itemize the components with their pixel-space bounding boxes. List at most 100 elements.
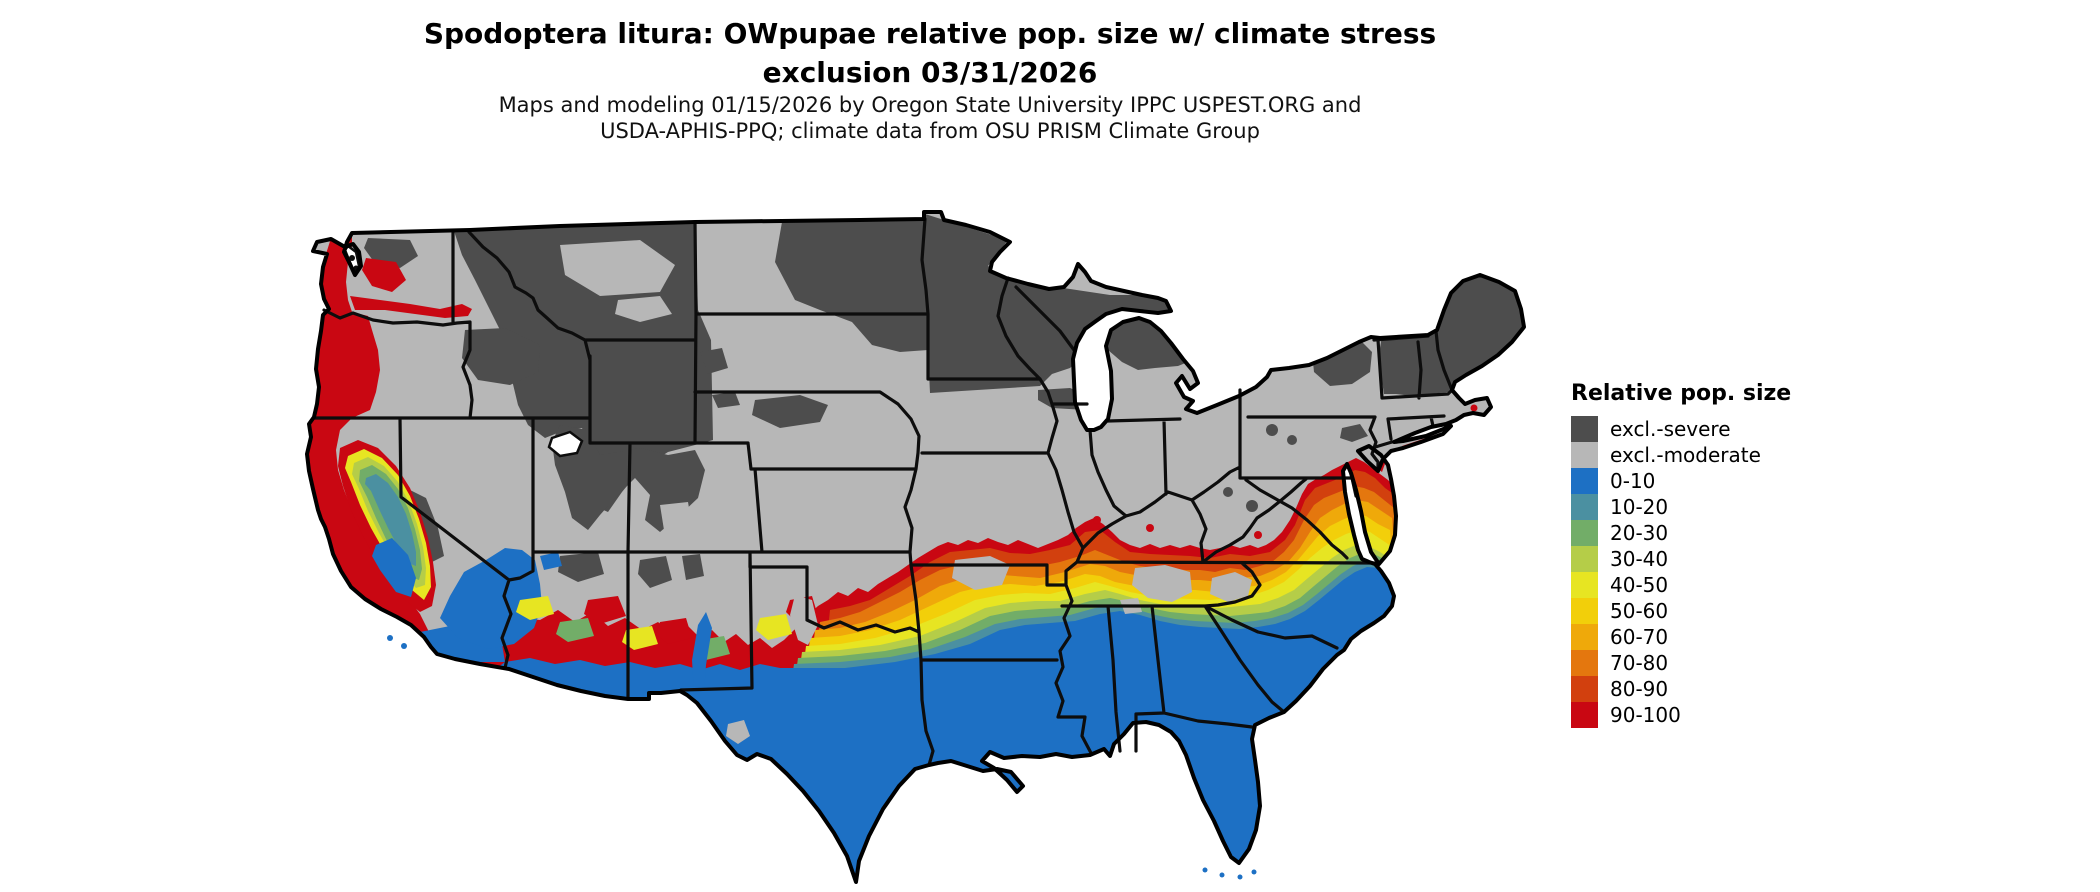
dot-red-s-illinois bbox=[1093, 516, 1101, 524]
legend-row-40-50: 40-50 bbox=[1571, 572, 1871, 598]
islands bbox=[387, 635, 1257, 880]
region-valley-blue bbox=[372, 538, 416, 597]
legend-row-10-20: 10-20 bbox=[1571, 494, 1871, 520]
legend-label: 40-50 bbox=[1610, 573, 1669, 597]
legend-swatch-icon bbox=[1571, 572, 1598, 598]
region-moderate-smokies bbox=[1210, 572, 1252, 602]
region-mottle-tx-y1 bbox=[756, 614, 792, 640]
region-mottle-nm-r1 bbox=[656, 618, 692, 644]
region-severe-blackhills bbox=[700, 348, 728, 374]
legend-swatch-icon bbox=[1571, 494, 1598, 520]
legend-label: 80-90 bbox=[1610, 677, 1669, 701]
region-moderate-mt-patch bbox=[560, 240, 675, 296]
region-severe-pa-dot2 bbox=[1287, 435, 1297, 445]
legend-row-30-40: 30-40 bbox=[1571, 546, 1871, 572]
legend-swatch-icon bbox=[1571, 650, 1598, 676]
legend-swatch-icon bbox=[1571, 546, 1598, 572]
region-severe-new-england bbox=[1380, 274, 1524, 396]
dot-red-kentucky bbox=[1146, 524, 1154, 532]
region-severe-pa-dot1 bbox=[1266, 424, 1278, 436]
state-borders bbox=[313, 217, 1454, 767]
florida-keys-dot2 bbox=[1219, 872, 1225, 878]
subtitle-line-1: Maps and modeling 01/15/2026 by Oregon S… bbox=[498, 93, 1362, 117]
legend-label: 50-60 bbox=[1610, 599, 1669, 623]
legend-row-90-100: 90-100 bbox=[1571, 702, 1871, 728]
legend-label: 0-10 bbox=[1610, 469, 1656, 493]
map-fill-layers bbox=[307, 212, 1524, 882]
legend-row-50-60: 50-60 bbox=[1571, 598, 1871, 624]
legend-label: 10-20 bbox=[1610, 495, 1669, 519]
legend-label: excl.-moderate bbox=[1610, 443, 1761, 467]
dot-red-virginia bbox=[1254, 531, 1262, 539]
conus-coastline bbox=[305, 210, 1526, 884]
region-blue-stgeorge bbox=[540, 552, 562, 570]
title-line-2: exclusion 03/31/2026 bbox=[762, 56, 1098, 89]
region-blue-riogrande bbox=[692, 612, 712, 692]
region-moderate-mt-patch2 bbox=[615, 296, 672, 322]
region-severe-wv-dot2 bbox=[1246, 500, 1258, 512]
legend-label: 70-80 bbox=[1610, 651, 1669, 675]
region-mottle-az-y2 bbox=[622, 626, 658, 650]
region-severe-blue-mtns bbox=[462, 328, 540, 385]
legend-row-20-30: 20-30 bbox=[1571, 520, 1871, 546]
channel-island-dot2 bbox=[401, 643, 407, 649]
dot-red-capecod bbox=[1470, 404, 1478, 412]
region-severe-wv-dot1 bbox=[1223, 487, 1233, 497]
legend-row-excl.-moderate: excl.-moderate bbox=[1571, 442, 1871, 468]
legend-swatch-icon bbox=[1571, 442, 1598, 468]
region-severe-catskills bbox=[1340, 424, 1368, 442]
region-severe-sandhills bbox=[752, 395, 828, 428]
region-mottle-az-y1 bbox=[516, 596, 554, 620]
legend-row-70-80: 70-80 bbox=[1571, 650, 1871, 676]
legend-label: 60-70 bbox=[1610, 625, 1669, 649]
legend-swatch-icon bbox=[1571, 416, 1598, 442]
florida-keys-dot3 bbox=[1237, 874, 1243, 880]
region-moderate-caprock bbox=[790, 595, 818, 645]
region-moderate-cumberland bbox=[1132, 565, 1192, 602]
legend-row-60-70: 60-70 bbox=[1571, 624, 1871, 650]
region-moderate-davis-mtns bbox=[726, 720, 750, 744]
title-line-1: Spodoptera litura: OWpupae relative pop.… bbox=[423, 17, 1437, 50]
legend-swatch-icon bbox=[1571, 520, 1598, 546]
legend-title: Relative pop. size bbox=[1571, 381, 1792, 406]
legend-label: excl.-severe bbox=[1610, 417, 1731, 441]
region-mottle-az-g1 bbox=[556, 618, 594, 642]
region-blue-socal bbox=[420, 626, 505, 662]
great-salt-lake bbox=[547, 430, 584, 458]
legend-swatch-icon bbox=[1571, 624, 1598, 650]
legend-row-excl.-severe: excl.-severe bbox=[1571, 416, 1871, 442]
region-severe-rockies bbox=[453, 222, 713, 512]
florida-keys-dot4 bbox=[1251, 869, 1257, 875]
region-red-pacific-strip bbox=[307, 234, 437, 656]
region-severe-nm1 bbox=[638, 556, 672, 588]
region-valley-teal bbox=[365, 474, 416, 566]
legend-row-0-10: 0-10 bbox=[1571, 468, 1871, 494]
legend-swatch-icon bbox=[1571, 702, 1598, 728]
puget-island-dot1 bbox=[349, 255, 355, 261]
channel-island-dot1 bbox=[387, 635, 393, 641]
region-red-columbia bbox=[350, 296, 472, 318]
legend-swatch-icon bbox=[1571, 598, 1598, 624]
legend-items: excl.-severe excl.-moderate 0-10 10-20 20-30… bbox=[1571, 416, 1871, 728]
legend-swatch-icon bbox=[1571, 676, 1598, 702]
legend: Relative pop. size excl.-severe excl.-mod… bbox=[1571, 381, 1871, 728]
map-title: Spodoptera litura: OWpupae relative pop.… bbox=[230, 14, 1630, 92]
region-mottle-az-r1 bbox=[584, 596, 626, 624]
legend-row-80-90: 80-90 bbox=[1571, 676, 1871, 702]
region-severe-nm2 bbox=[682, 554, 704, 580]
subtitle-line-2: USDA-APHIS-PPQ; climate data from OSU PR… bbox=[600, 119, 1260, 143]
region-blue-mojave bbox=[440, 548, 542, 649]
map-subtitle: Maps and modeling 01/15/2026 by Oregon S… bbox=[230, 92, 1630, 144]
region-severe-kaibab bbox=[558, 552, 604, 582]
florida-keys-dot1 bbox=[1202, 867, 1208, 873]
legend-label: 20-30 bbox=[1610, 521, 1669, 545]
region-red-yakima bbox=[362, 258, 406, 292]
legend-swatch-icon bbox=[1571, 468, 1598, 494]
legend-label: 30-40 bbox=[1610, 547, 1669, 571]
region-severe-nw-nebraska bbox=[712, 392, 740, 408]
legend-label: 90-100 bbox=[1610, 703, 1681, 727]
region-moderate-sanluis bbox=[660, 502, 692, 530]
